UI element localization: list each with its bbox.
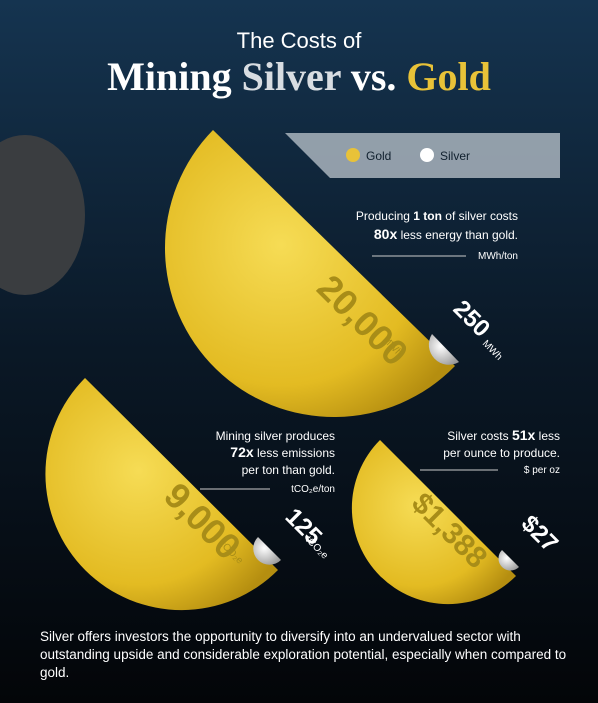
panel-text: Producing 1 ton of silver costs — [356, 209, 518, 223]
silver-semicircle — [498, 550, 519, 571]
gold-semicircle — [351, 440, 516, 605]
kicker: The Costs of — [237, 28, 363, 53]
silver-semicircle — [253, 537, 281, 565]
gold-semicircle — [45, 378, 278, 611]
title: Mining Silver vs. Gold — [107, 54, 491, 99]
legend-gold: Gold — [366, 149, 391, 163]
unit: $ per oz — [524, 465, 560, 476]
panel-text: 80x less energy than gold. — [374, 226, 518, 242]
legend-gold-dot — [346, 148, 360, 162]
unit: tCO₂e/ton — [291, 484, 335, 495]
ore-rock — [0, 135, 85, 295]
unit: MWh/ton — [478, 251, 518, 262]
gold-semicircle — [164, 130, 456, 418]
panel-text: Silver costs 51x less — [447, 427, 560, 443]
legend-silver-dot — [420, 148, 434, 162]
panel-text: per ton than gold. — [242, 463, 335, 477]
silver-semicircle — [428, 334, 459, 365]
legend-silver: Silver — [440, 149, 470, 163]
footer-box: Silver offers investors the opportunity … — [40, 629, 567, 680]
panel-text: 72x less emissions — [230, 444, 335, 460]
footer: Silver offers investors the opportunity … — [40, 629, 567, 680]
panel-text: Mining silver produces — [216, 429, 335, 443]
panel-text: per ounce to produce. — [443, 446, 560, 460]
